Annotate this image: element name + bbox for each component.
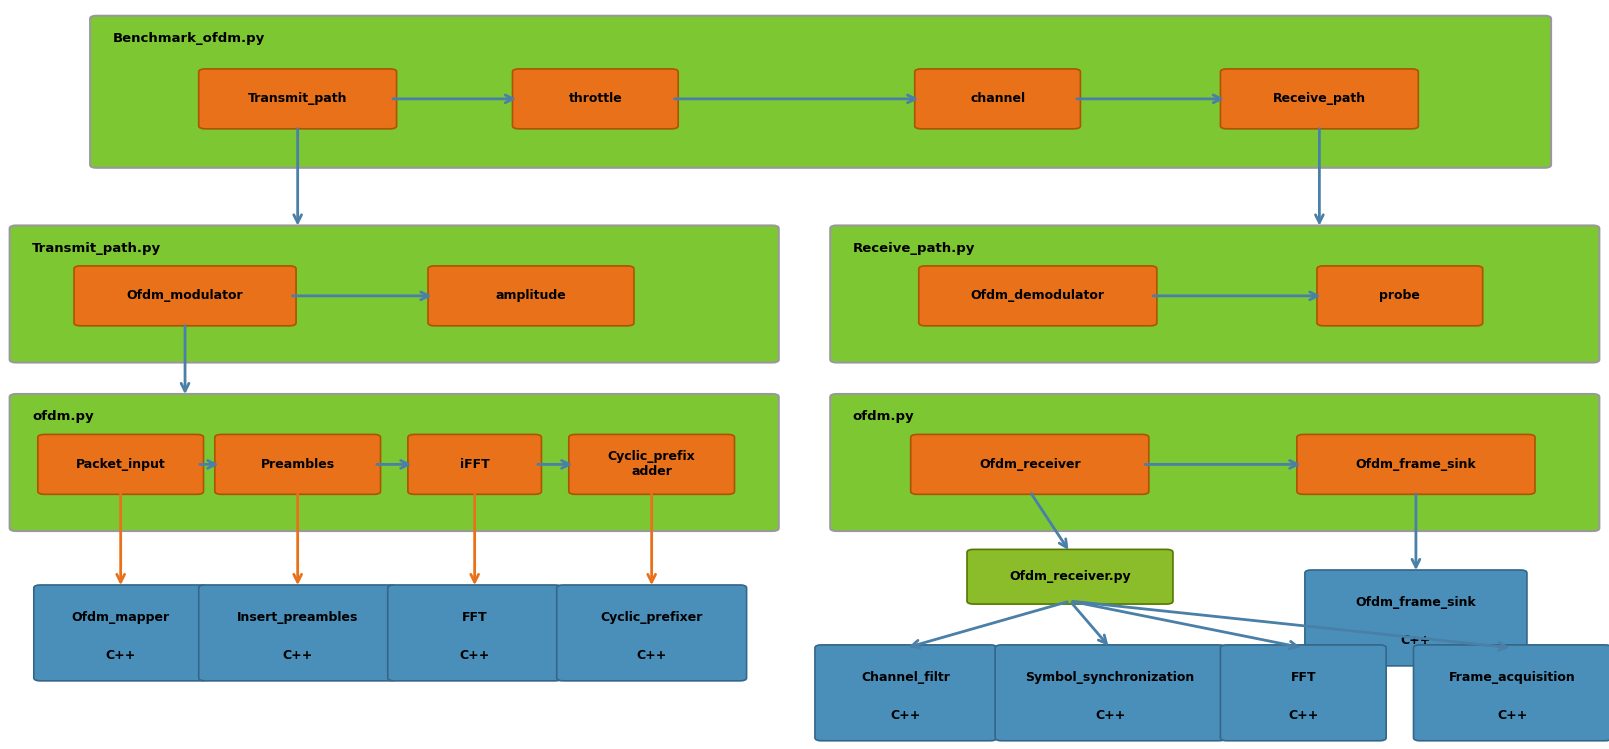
Text: Ofdm_mapper: Ofdm_mapper <box>72 611 169 625</box>
Text: C++: C++ <box>1401 634 1430 647</box>
FancyBboxPatch shape <box>919 266 1157 326</box>
Text: C++: C++ <box>637 649 666 662</box>
Text: FFT: FFT <box>462 611 488 625</box>
Text: Transmit_path: Transmit_path <box>248 92 348 106</box>
Text: channel: channel <box>970 92 1025 106</box>
FancyBboxPatch shape <box>830 225 1599 363</box>
Text: Receive_path: Receive_path <box>1273 92 1366 106</box>
Text: Ofdm_modulator: Ofdm_modulator <box>127 289 243 303</box>
FancyBboxPatch shape <box>200 585 396 681</box>
FancyBboxPatch shape <box>814 645 996 741</box>
Text: C++: C++ <box>460 649 489 662</box>
Text: Receive_path.py: Receive_path.py <box>853 242 975 255</box>
FancyBboxPatch shape <box>570 434 734 494</box>
Text: probe: probe <box>1379 289 1421 303</box>
FancyBboxPatch shape <box>34 585 208 681</box>
Text: amplitude: amplitude <box>496 289 566 303</box>
Text: Frame_acquisition: Frame_acquisition <box>1450 671 1575 685</box>
FancyBboxPatch shape <box>1220 69 1419 129</box>
Text: C++: C++ <box>283 649 312 662</box>
Text: ofdm.py: ofdm.py <box>853 410 914 423</box>
Text: Channel_filtr: Channel_filtr <box>861 671 951 685</box>
FancyBboxPatch shape <box>557 585 747 681</box>
Text: Packet_input: Packet_input <box>76 458 166 471</box>
Text: Ofdm_demodulator: Ofdm_demodulator <box>970 289 1105 303</box>
Text: C++: C++ <box>1289 709 1318 722</box>
Text: Ofdm_frame_sink: Ofdm_frame_sink <box>1355 596 1477 610</box>
FancyBboxPatch shape <box>967 550 1173 604</box>
Text: FFT: FFT <box>1290 671 1316 685</box>
FancyBboxPatch shape <box>1297 434 1535 494</box>
Text: C++: C++ <box>891 709 920 722</box>
Text: Preambles: Preambles <box>261 458 335 471</box>
FancyBboxPatch shape <box>37 434 203 494</box>
Text: Ofdm_receiver: Ofdm_receiver <box>978 458 1081 471</box>
FancyBboxPatch shape <box>388 585 562 681</box>
Text: Ofdm_frame_sink: Ofdm_frame_sink <box>1355 458 1477 471</box>
FancyBboxPatch shape <box>216 434 380 494</box>
FancyBboxPatch shape <box>74 266 296 326</box>
Text: ofdm.py: ofdm.py <box>32 410 93 423</box>
FancyBboxPatch shape <box>1316 266 1483 326</box>
FancyBboxPatch shape <box>830 394 1599 531</box>
FancyBboxPatch shape <box>10 394 779 531</box>
Text: Cyclic_prefixer: Cyclic_prefixer <box>600 611 703 625</box>
FancyBboxPatch shape <box>914 69 1081 129</box>
FancyBboxPatch shape <box>512 69 677 129</box>
FancyBboxPatch shape <box>200 69 396 129</box>
FancyBboxPatch shape <box>1305 570 1527 666</box>
Text: Cyclic_prefix
adder: Cyclic_prefix adder <box>608 450 695 479</box>
Text: throttle: throttle <box>568 92 623 106</box>
Text: C++: C++ <box>106 649 135 662</box>
FancyBboxPatch shape <box>911 434 1149 494</box>
Text: C++: C++ <box>1096 709 1125 722</box>
Text: Insert_preambles: Insert_preambles <box>237 611 359 625</box>
Text: Benchmark_ofdm.py: Benchmark_ofdm.py <box>113 32 265 45</box>
FancyBboxPatch shape <box>1220 645 1387 741</box>
FancyBboxPatch shape <box>1413 645 1609 741</box>
FancyBboxPatch shape <box>428 266 634 326</box>
FancyBboxPatch shape <box>10 225 779 363</box>
Text: C++: C++ <box>1498 709 1527 722</box>
FancyBboxPatch shape <box>994 645 1226 741</box>
Text: Symbol_synchronization: Symbol_synchronization <box>1025 671 1195 685</box>
FancyBboxPatch shape <box>90 16 1551 168</box>
Text: Transmit_path.py: Transmit_path.py <box>32 242 161 255</box>
Text: Ofdm_receiver.py: Ofdm_receiver.py <box>1009 570 1131 583</box>
FancyBboxPatch shape <box>409 434 541 494</box>
Text: iFFT: iFFT <box>460 458 489 471</box>
